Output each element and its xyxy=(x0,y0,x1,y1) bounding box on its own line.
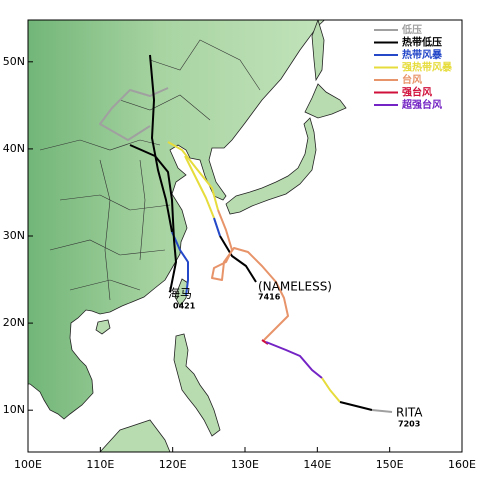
hokkaido xyxy=(304,83,347,119)
track-rita-low xyxy=(371,409,393,413)
track-nameless-sts xyxy=(184,155,215,219)
track-nameless-ts xyxy=(213,217,221,237)
hainan xyxy=(95,319,111,335)
legend-label: 热带低压 xyxy=(402,36,442,49)
track-depression xyxy=(99,87,169,141)
track-rita-super xyxy=(265,341,323,379)
track-haima-ts xyxy=(171,231,189,297)
y-tick-label: 40N xyxy=(3,142,25,155)
storm-code: 0421 xyxy=(173,302,196,311)
legend-label: 超强台风 xyxy=(401,98,442,111)
storm-code: 7416 xyxy=(258,293,281,302)
y-tick-label: 50N xyxy=(3,55,25,68)
legend-label: 台风 xyxy=(402,73,422,86)
track-rita-sts xyxy=(321,377,341,403)
legend-label: 强台风 xyxy=(402,86,432,99)
y-tick-label: 10N xyxy=(3,403,25,416)
storm-name: 海马 xyxy=(168,286,192,301)
track-rita-ty xyxy=(211,209,289,341)
sakhalin xyxy=(311,20,325,82)
x-tick-label: 150E xyxy=(376,458,404,471)
legend-label: 低压 xyxy=(401,23,422,36)
y-tick-label: 20N xyxy=(3,316,25,329)
x-tick-label: 120E xyxy=(159,458,187,471)
x-tick-label: 110E xyxy=(86,458,114,471)
storm-code: 7203 xyxy=(398,420,420,429)
track-rita-td xyxy=(339,401,373,411)
track-rita-sts-north xyxy=(167,141,219,211)
x-tick-label: 100E xyxy=(14,458,42,471)
borneo xyxy=(99,419,171,452)
province-borders xyxy=(39,39,261,301)
storm-name: RITA xyxy=(396,406,423,420)
japan xyxy=(225,117,317,215)
y-tick-label: 30N xyxy=(3,229,25,242)
x-tick-label: 160E xyxy=(448,458,476,471)
philippines xyxy=(173,333,221,437)
basemap xyxy=(28,20,393,452)
legend-label: 热带风暴 xyxy=(402,48,443,61)
storm-name: (NAMELESS) xyxy=(258,280,332,294)
legend-label: 强热带风暴 xyxy=(402,61,453,74)
x-tick-label: 130E xyxy=(231,458,259,471)
x-tick-label: 140E xyxy=(303,458,331,471)
track-nameless-td xyxy=(219,235,257,283)
track-haima xyxy=(149,54,173,233)
track-b xyxy=(129,144,177,293)
